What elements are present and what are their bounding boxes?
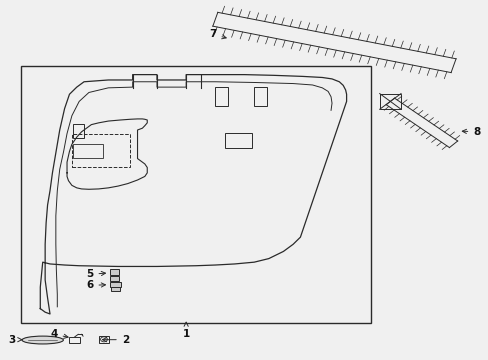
Bar — [21, 66, 370, 323]
Bar — [72, 134, 130, 167]
Bar — [215, 87, 228, 106]
Bar — [73, 144, 102, 158]
Text: 6: 6 — [86, 280, 105, 291]
Text: 3: 3 — [8, 335, 22, 345]
Bar — [110, 282, 121, 287]
Bar — [379, 94, 400, 109]
Text: 1: 1 — [182, 322, 189, 339]
Text: 7: 7 — [209, 29, 226, 39]
Bar — [73, 124, 84, 138]
Bar — [254, 87, 267, 106]
Bar — [69, 337, 80, 342]
Text: 8: 8 — [461, 127, 480, 137]
Bar — [224, 133, 251, 148]
Text: 2: 2 — [102, 335, 129, 345]
Text: 4: 4 — [50, 329, 68, 339]
Bar — [110, 276, 119, 281]
Bar — [99, 336, 109, 343]
Ellipse shape — [22, 336, 63, 344]
Bar — [111, 287, 120, 291]
Text: 5: 5 — [86, 269, 105, 279]
Bar — [110, 269, 119, 275]
